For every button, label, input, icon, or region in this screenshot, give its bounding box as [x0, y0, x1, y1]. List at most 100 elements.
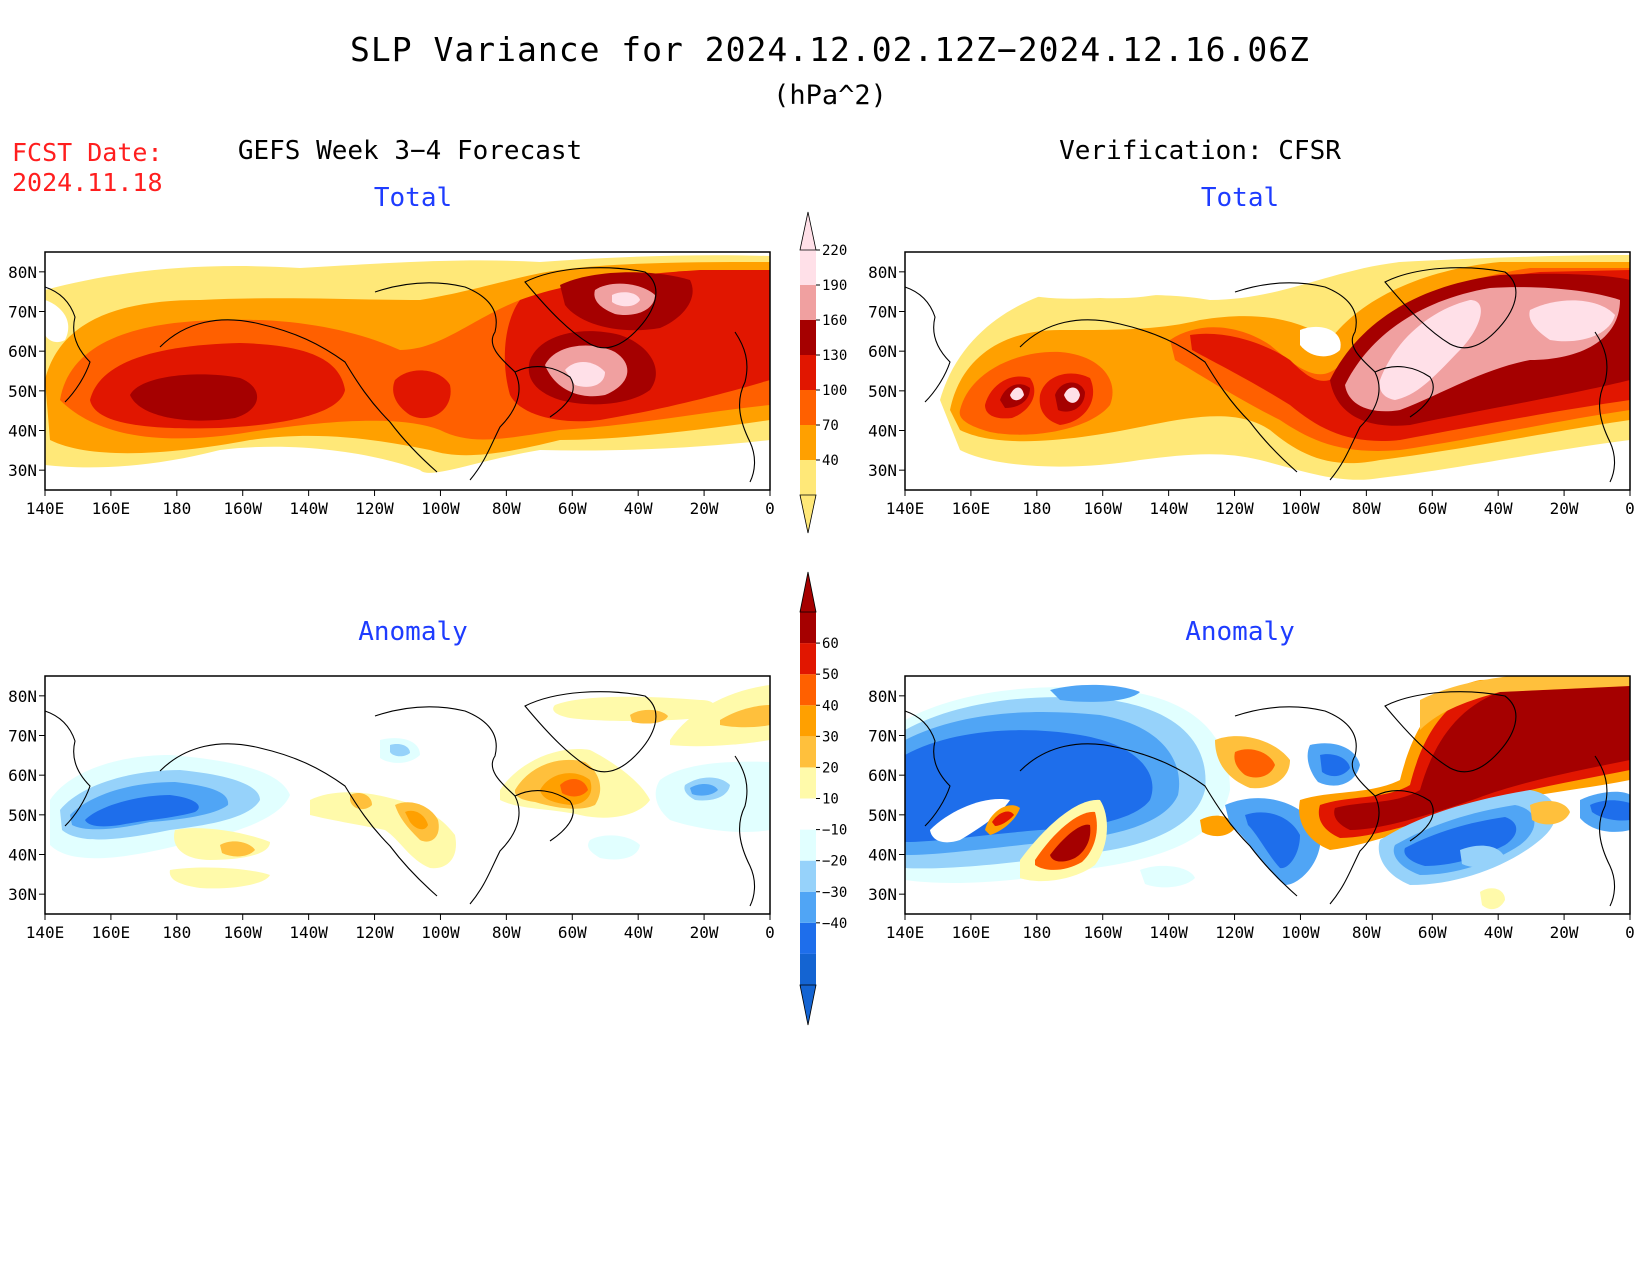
lat-label-forecast-anomaly: 50N [8, 806, 37, 825]
colorbar-level-label: 130 [822, 348, 847, 364]
lon-label-verification-total: 180 [1022, 499, 1051, 518]
lon-label-forecast-anomaly: 180 [162, 923, 191, 942]
colorbar-arrow-bottom [799, 984, 817, 1026]
lon-label-verification-total: 100W [1281, 499, 1320, 518]
coastline-verification-total [904, 267, 1616, 483]
lon-label-verification-total: 120W [1215, 499, 1254, 518]
lat-label-forecast-total: 40N [8, 422, 37, 441]
verification-anomaly-map [904, 675, 1631, 915]
lon-label-forecast-total: 140E [26, 499, 65, 518]
verification-total-title: Total [1200, 183, 1280, 213]
lon-label-forecast-total: 20W [690, 499, 719, 518]
right-column-heading: Verification: CFSR [1059, 136, 1341, 166]
colorbar-swatch [800, 829, 816, 861]
colorbar-level-label: 30 [822, 729, 839, 745]
lon-label-forecast-anomaly: 0 [765, 923, 775, 942]
lat-label-verification-anomaly: 50N [868, 806, 897, 825]
lat-label-verification-total: 60N [868, 342, 897, 361]
colorbar-swatch [800, 460, 816, 495]
lon-label-verification-total: 160W [1083, 499, 1122, 518]
lon-label-forecast-total: 180 [162, 499, 191, 518]
verification-total-map [904, 251, 1631, 491]
colorbar-level-label: −40 [822, 916, 847, 932]
lat-label-verification-anomaly: 30N [868, 885, 897, 904]
colorbar-level-label: 100 [822, 383, 847, 399]
colorbar-level-label: 40 [822, 698, 839, 714]
lon-label-verification-anomaly: 60W [1418, 923, 1447, 942]
lon-label-verification-total: 140E [886, 499, 925, 518]
lon-label-verification-anomaly: 40W [1484, 923, 1513, 942]
lon-label-verification-total: 140W [1149, 499, 1188, 518]
lon-label-verification-anomaly: 0 [1625, 923, 1635, 942]
lon-label-forecast-total: 160E [92, 499, 131, 518]
lon-label-forecast-total: 140W [289, 499, 328, 518]
colorbar-swatch [800, 860, 816, 892]
lat-label-forecast-total: 50N [8, 382, 37, 401]
lon-label-verification-total: 40W [1484, 499, 1513, 518]
colorbar-arrow-bottom [799, 494, 817, 534]
lon-label-forecast-anomaly: 120W [355, 923, 394, 942]
colorbar-swatch [800, 953, 816, 985]
lon-label-forecast-total: 40W [624, 499, 653, 518]
lat-label-forecast-anomaly: 30N [8, 885, 37, 904]
coastline-overlays [44, 267, 1616, 907]
lat-label-verification-total: 70N [868, 303, 897, 322]
lon-label-forecast-anomaly: 80W [492, 923, 521, 942]
lon-label-forecast-anomaly: 60W [558, 923, 587, 942]
lon-label-verification-anomaly: 20W [1550, 923, 1579, 942]
lon-label-verification-anomaly: 100W [1281, 923, 1320, 942]
figure-title: SLP Variance for 2024.12.02.12Z−2024.12.… [350, 30, 1310, 69]
forecast-date-label: FCST Date: [12, 138, 163, 167]
lat-label-verification-anomaly: 60N [868, 766, 897, 785]
colorbar-swatch [800, 250, 816, 285]
lat-label-forecast-anomaly: 40N [8, 846, 37, 865]
colorbar-level-label: 60 [822, 636, 839, 652]
colorbar-swatch [800, 643, 816, 675]
colorbar-level-label: 10 [822, 792, 839, 808]
colorbar-swatch [800, 736, 816, 768]
lon-label-forecast-anomaly: 140W [289, 923, 328, 942]
lat-label-verification-total: 40N [868, 422, 897, 441]
colorbar-swatch [800, 922, 816, 954]
forecast-anomaly-title: Anomaly [358, 617, 468, 647]
lat-label-verification-total: 80N [868, 263, 897, 282]
lat-label-forecast-anomaly: 70N [8, 727, 37, 746]
colorbar-swatch [800, 425, 816, 460]
lat-label-forecast-total: 60N [8, 342, 37, 361]
coastline-forecast-anomaly [44, 691, 756, 907]
lon-label-forecast-anomaly: 160E [92, 923, 131, 942]
coastline-forecast-total [44, 267, 756, 483]
colorbar-total: 40 70 100 130 160 190 220 [799, 211, 847, 534]
lon-label-verification-total: 80W [1352, 499, 1381, 518]
figure-units: (hPa^2) [773, 80, 887, 111]
colorbar-swatch [800, 355, 816, 390]
lon-label-forecast-anomaly: 140E [26, 923, 65, 942]
lat-label-forecast-total: 30N [8, 461, 37, 480]
lat-label-verification-anomaly: 40N [868, 846, 897, 865]
colorbar-level-label: 190 [822, 278, 847, 294]
colorbar-level-label: 40 [822, 453, 839, 469]
lon-label-forecast-anomaly: 40W [624, 923, 653, 942]
coastline-verification-anomaly [904, 691, 1616, 907]
lon-label-verification-total: 60W [1418, 499, 1447, 518]
lat-label-forecast-total: 80N [8, 263, 37, 282]
colorbar-swatch [800, 285, 816, 320]
colorbar-arrow-top [799, 571, 817, 613]
colorbar-level-label: −30 [822, 885, 847, 901]
forecast-total-title: Total [373, 183, 453, 213]
colorbar-arrow-top [799, 211, 817, 251]
lat-label-forecast-anomaly: 80N [8, 687, 37, 706]
axes-layer: 80N 70N 60N 50N 40N 30N 140E 160E 180 160W 140W 120… [8, 263, 1635, 942]
lon-label-forecast-anomaly: 160W [223, 923, 262, 942]
lat-label-forecast-anomaly: 60N [8, 766, 37, 785]
lon-label-verification-total: 20W [1550, 499, 1579, 518]
lon-label-forecast-total: 100W [421, 499, 460, 518]
lon-label-verification-anomaly: 120W [1215, 923, 1254, 942]
colorbar-level-label: −20 [822, 854, 847, 870]
lon-label-forecast-anomaly: 100W [421, 923, 460, 942]
lon-label-verification-total: 0 [1625, 499, 1635, 518]
lon-label-verification-anomaly: 180 [1022, 923, 1051, 942]
lat-label-verification-anomaly: 70N [868, 727, 897, 746]
lon-label-forecast-total: 80W [492, 499, 521, 518]
